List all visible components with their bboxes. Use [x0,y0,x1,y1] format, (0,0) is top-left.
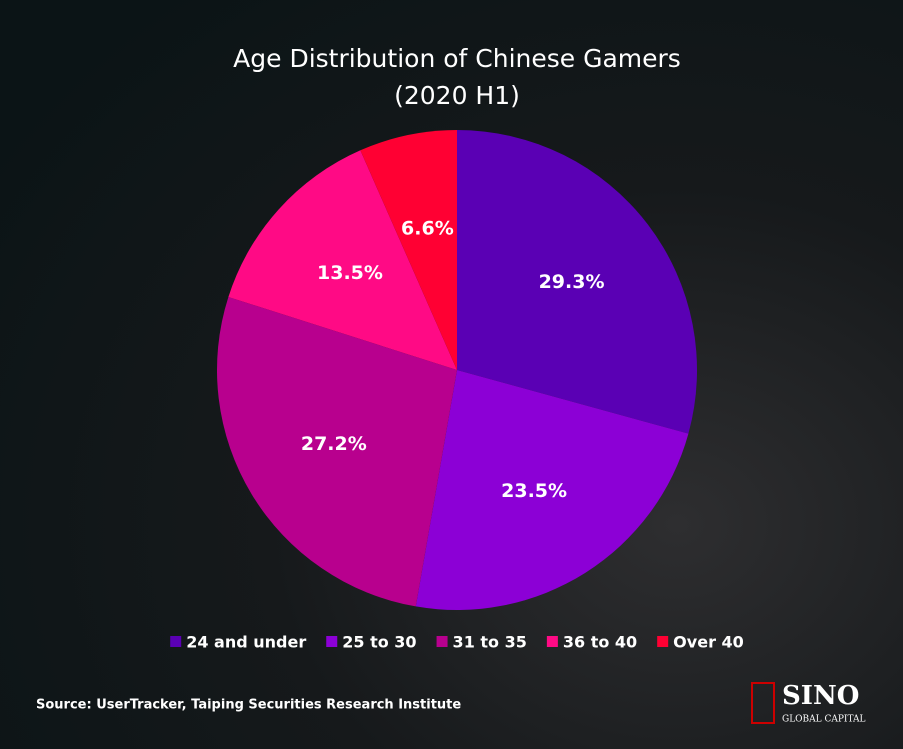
legend-label: 24 and under [186,633,306,652]
legend-swatch [657,636,669,647]
value-label: 29.3% [539,271,605,293]
legend-label: 36 to 40 [563,633,637,652]
value-label: 23.5% [501,480,567,502]
legend-swatch [170,636,182,647]
legend-swatch [436,636,448,647]
pie-slice [457,130,697,434]
legend-swatch [546,636,558,647]
legend-label: 25 to 30 [342,633,416,652]
legend-label: 31 to 35 [453,633,527,652]
source: Source: UserTracker, Taiping Securities … [36,698,461,713]
pie-slice [228,150,457,370]
logo-icon [751,682,775,724]
chart-subtitle: (2020 H1) [394,81,520,110]
legend-label: Over 40 [673,633,744,652]
pie-slice [415,370,689,610]
pie-slice [360,130,457,370]
chart-title: Age Distribution of Chinese Gamers [233,44,681,73]
value-label: 27.2% [301,433,367,455]
legend-swatch [326,636,338,647]
value-label: 13.5% [317,262,383,284]
logo-name: SINO [782,681,859,711]
value-label: 6.6% [401,218,454,240]
pie-slice [217,296,457,607]
logo-tagline: GLOBAL CAPITAL [782,715,866,725]
